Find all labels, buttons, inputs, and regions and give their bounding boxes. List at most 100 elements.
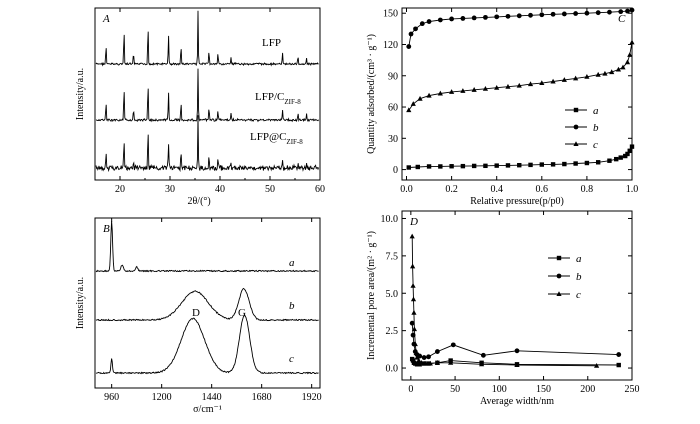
panel-c-frame	[401, 7, 633, 181]
isotherm-point-a	[627, 148, 632, 154]
isotherm-point-a	[494, 163, 499, 168]
panel-d-y-tick-label: 10.0	[381, 214, 399, 225]
panel-c-y-tick-label: 90	[388, 71, 398, 82]
isotherm-point-c	[620, 64, 626, 70]
isotherm-point-b	[437, 17, 443, 23]
panel-c-x-tick-label: 0.2	[445, 184, 458, 195]
pore-point-c	[448, 360, 454, 365]
isotherm-point-c	[627, 52, 633, 57]
isotherm-point-a	[562, 161, 567, 167]
panel-c-y-tick-label: 120	[383, 40, 398, 51]
panel-b-x-tick-label: 1920	[302, 392, 322, 403]
isotherm-point-a	[623, 153, 628, 159]
isotherm-point-c	[584, 74, 590, 79]
raman-series-label: a	[289, 257, 295, 269]
panel-b: 960 1200 1440 1680 1920 a b c D G Bσ/cm⁻¹ Intensity…	[75, 217, 322, 415]
pore-point-c	[410, 263, 416, 269]
isotherm-point-b	[629, 7, 635, 13]
pore-point-c	[427, 360, 433, 366]
isotherm-point-c	[615, 66, 622, 72]
panel-c-x-tick-label: 0.4	[490, 184, 503, 195]
isotherm-point-c	[527, 81, 534, 87]
legend-label-a: a	[576, 253, 582, 265]
panel-a-xlabel: 2θ/(°)	[188, 196, 211, 207]
pore-point-c	[411, 326, 417, 332]
isotherm-point-a	[415, 164, 420, 170]
isotherm-point-c	[449, 89, 455, 94]
isotherm-point-c	[460, 88, 466, 93]
panel-c-ylabel: Quantity adsorbed/(cm³ · g⁻¹)	[366, 34, 377, 154]
isotherm-point-a	[517, 162, 522, 168]
pore-point-c	[412, 341, 418, 347]
panel-a: 20 30 40 50 60 LFP LFP/CZIF-8 LFP@CZIF-8 A 2θ/(°)…	[75, 7, 325, 207]
isotherm-point-b	[607, 9, 612, 15]
isotherm-point-b	[516, 13, 522, 19]
panel-d-x-tick-label: 50	[450, 384, 460, 395]
isotherm-point-c	[426, 92, 432, 98]
panel-d-x-tick-label: 100	[492, 384, 507, 395]
pore-point-b	[480, 352, 486, 358]
isotherm-point-c	[595, 71, 601, 77]
panel-a-frame	[94, 7, 321, 181]
isotherm-point-a	[483, 163, 488, 169]
raman-trace-c	[95, 314, 319, 375]
pore-point-c	[414, 354, 420, 360]
panel-d-letter: D	[409, 216, 418, 228]
isotherm-point-b	[408, 31, 414, 37]
pore-point-c	[416, 357, 422, 363]
pore-point-b	[434, 349, 440, 354]
isotherm-point-a	[539, 162, 545, 167]
isotherm-point-a	[614, 156, 619, 162]
panel-a-ylabel: Intensity/a.u.	[75, 68, 86, 120]
isotherm-point-a	[595, 160, 601, 165]
isotherm-point-a	[573, 161, 578, 166]
isotherm-point-a	[528, 162, 533, 168]
isotherm-point-b	[539, 12, 545, 18]
legend-label-c: c	[576, 289, 581, 301]
isotherm-point-b	[505, 13, 511, 19]
isotherm-point-a	[618, 155, 623, 160]
panel-c-x-tick-label: 0.0	[400, 184, 413, 195]
panel-c-y-tick-label: 60	[388, 103, 398, 114]
isotherm-point-b	[573, 11, 579, 16]
isotherm-point-b	[460, 16, 466, 21]
panel-b-x-tick-label: 960	[104, 392, 119, 403]
isotherm-point-a	[625, 151, 630, 157]
panel-c-xlabel: Relative pressure(p/p0)	[470, 196, 564, 207]
panel-d-y-tick-label: 5.0	[386, 289, 399, 300]
isotherm-point-b	[528, 12, 533, 18]
raman-d-band-label: D	[192, 307, 200, 319]
isotherm-point-b	[494, 14, 500, 20]
isotherm-point-b	[618, 9, 624, 15]
panel-d-x-tick-label: 150	[536, 384, 551, 395]
pore-point-c	[514, 362, 520, 368]
isotherm-point-a	[550, 162, 556, 167]
isotherm-point-b	[625, 8, 630, 14]
panel-d: 0 50 100 150 200 250 0.0 2.5 5.0 7.5 10.0 abc D Avera…	[366, 210, 640, 407]
pore-point-c	[413, 350, 419, 356]
isotherm-point-c	[516, 82, 522, 88]
legend-marker-b	[556, 273, 562, 279]
panel-d-x-tick-label: 250	[625, 384, 640, 395]
isotherm-point-a	[471, 163, 477, 169]
pore-point-c	[411, 309, 417, 315]
isotherm-point-c	[471, 87, 477, 92]
pore-line-c	[411, 236, 597, 367]
panel-c-y-tick-label: 150	[383, 9, 398, 20]
pore-point-b	[616, 352, 622, 357]
legend-label-b: b	[576, 271, 582, 283]
isotherm-point-a	[505, 163, 511, 168]
xrd-series-label: LFP@CZIF-8	[250, 131, 303, 146]
panel-b-x-tick-label: 1440	[202, 392, 222, 403]
pore-point-b	[514, 348, 520, 354]
panel-b-ylabel: Intensity/a.u.	[75, 277, 86, 329]
panel-b-x-tick-label: 1200	[152, 392, 172, 403]
pore-point-c	[594, 362, 600, 368]
panel-d-y-tick-label: 2.5	[386, 326, 399, 337]
legend-marker-a	[556, 255, 562, 261]
isotherm-point-c	[573, 75, 579, 81]
legend-label-b: b	[593, 122, 599, 134]
pore-point-b	[409, 320, 415, 326]
xrd-trace-1	[95, 10, 319, 67]
